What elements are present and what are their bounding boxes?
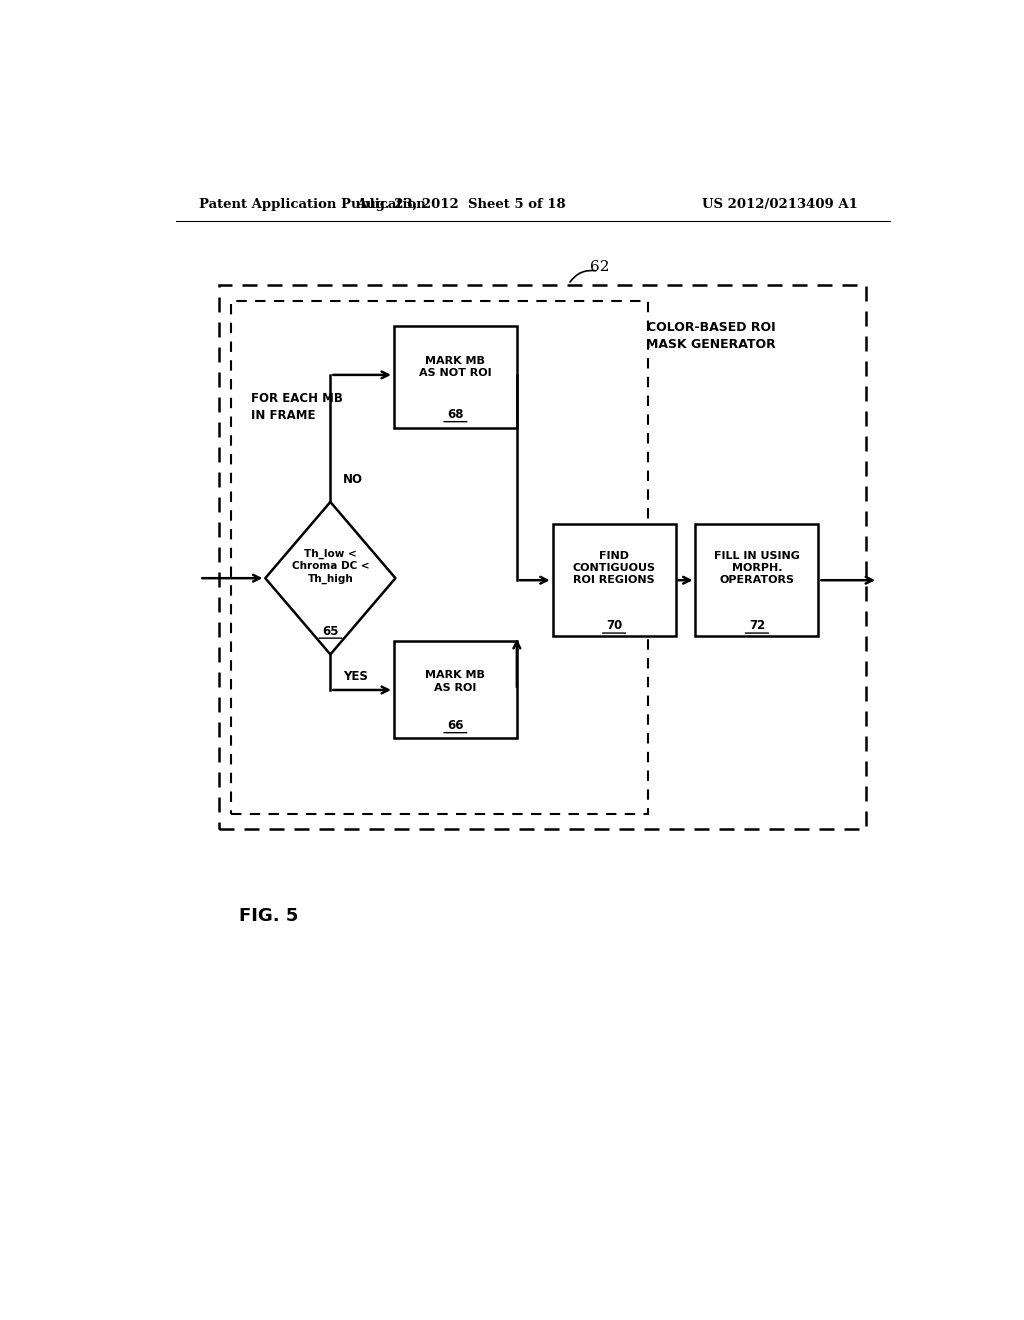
Text: FILL IN USING
MORPH.
OPERATORS: FILL IN USING MORPH. OPERATORS — [714, 550, 800, 585]
Text: FIND
CONTIGUOUS
ROI REGIONS: FIND CONTIGUOUS ROI REGIONS — [572, 550, 655, 585]
Text: MARK MB
AS ROI: MARK MB AS ROI — [425, 671, 485, 693]
Text: YES: YES — [343, 671, 368, 684]
Text: 68: 68 — [447, 408, 464, 421]
Text: 66: 66 — [447, 719, 464, 733]
FancyBboxPatch shape — [553, 524, 676, 636]
Text: Th_low <
Chroma DC <
Th_high: Th_low < Chroma DC < Th_high — [292, 548, 370, 583]
FancyBboxPatch shape — [695, 524, 818, 636]
FancyBboxPatch shape — [394, 642, 517, 738]
Text: MARK MB
AS NOT ROI: MARK MB AS NOT ROI — [419, 355, 492, 378]
Text: NO: NO — [343, 473, 364, 486]
Text: 72: 72 — [749, 619, 765, 632]
Text: FIG. 5: FIG. 5 — [240, 907, 298, 924]
Text: COLOR-BASED ROI
MASK GENERATOR: COLOR-BASED ROI MASK GENERATOR — [646, 321, 776, 351]
Text: 62: 62 — [591, 260, 610, 275]
Text: Aug. 23, 2012  Sheet 5 of 18: Aug. 23, 2012 Sheet 5 of 18 — [356, 198, 566, 211]
Text: 65: 65 — [323, 624, 339, 638]
Text: 70: 70 — [606, 619, 623, 632]
FancyBboxPatch shape — [394, 326, 517, 428]
Text: Patent Application Publication: Patent Application Publication — [200, 198, 426, 211]
Text: FOR EACH MB
IN FRAME: FOR EACH MB IN FRAME — [251, 392, 343, 422]
Text: US 2012/0213409 A1: US 2012/0213409 A1 — [702, 198, 858, 211]
